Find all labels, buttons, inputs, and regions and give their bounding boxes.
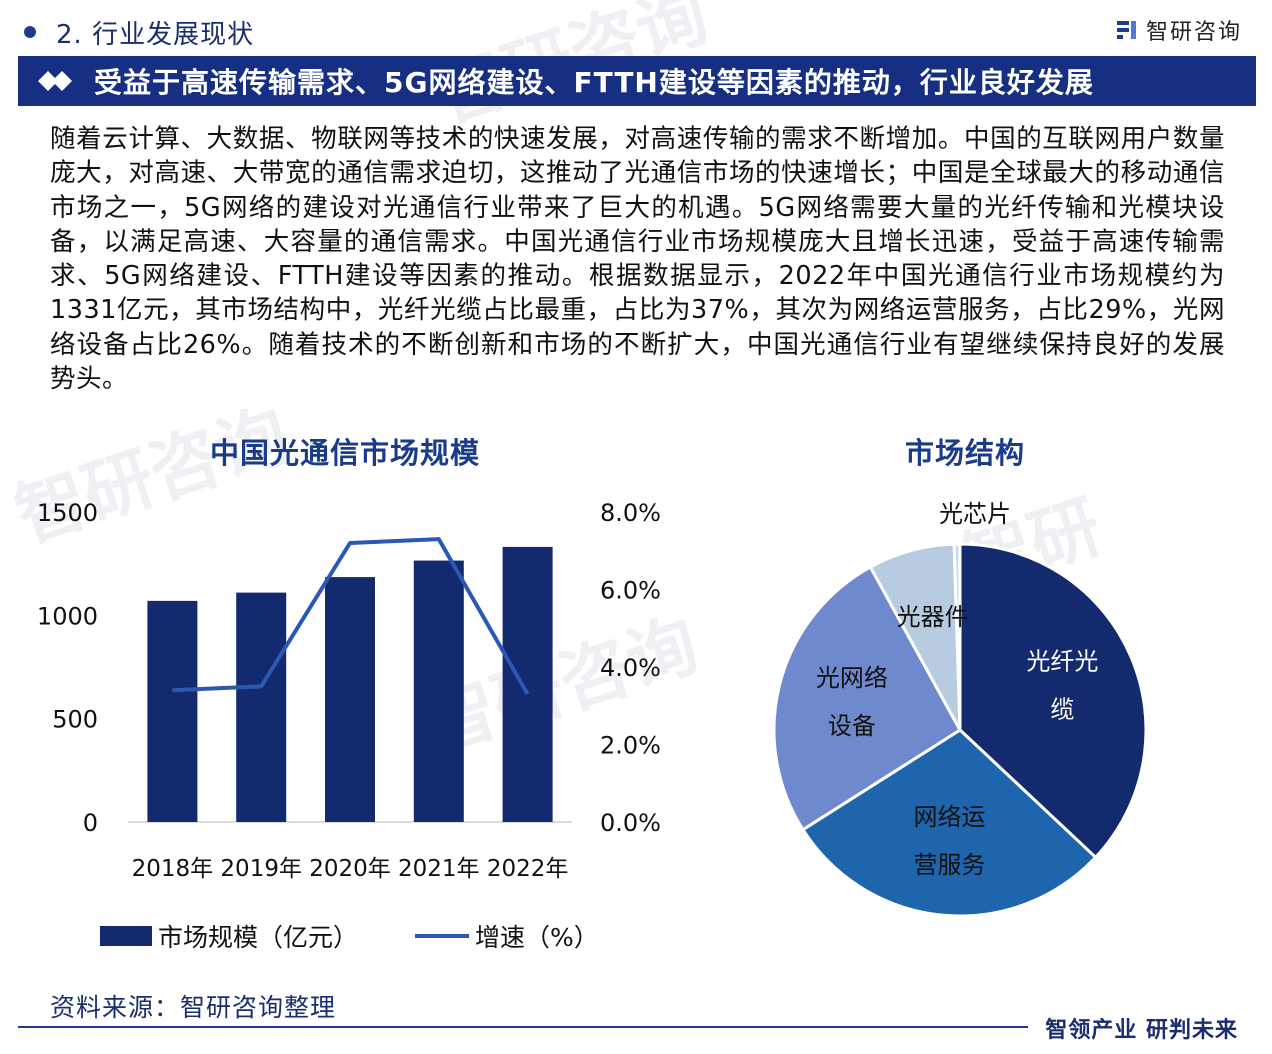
pie-slice [958,542,1148,860]
body-paragraph: 随着云计算、大数据、物联网等技术的快速发展，对高速传输的需求不断增加。中国的互联… [50,124,1225,395]
growth-line [172,537,530,696]
footer-divider [18,1026,1028,1028]
pie-slice-label: 光芯片 [939,500,1011,528]
bar [325,577,375,822]
bar [413,560,464,822]
y-right-tick-label: 0.0% [600,809,661,837]
y-left-tick-label: 1000 [37,602,98,630]
pie-slice [952,542,962,731]
headline-text: 受益于高速传输需求、5G网络建设、FTTH建设等因素的推动，行业良好发展 [94,66,1094,99]
brand-name: 智研咨询 [1145,20,1242,45]
pie-slice [772,564,962,832]
x-tick-label: 2021年 [398,856,480,882]
brand-logo-icon [1116,21,1136,39]
pie-slice-label: 缆 [1050,696,1074,724]
pie-slice-label: 光网络 [816,664,888,692]
pie-chart-title: 市场结构 [905,436,1026,470]
pie-slice-label: 营服务 [913,851,985,879]
bar-chart-title: 中国光通信市场规模 [210,436,481,470]
y-right-tick-label: 8.0% [600,499,661,527]
legend-bar: 市场规模（亿元） [100,918,358,954]
y-right-tick-label: 6.0% [600,577,661,605]
bar [502,546,553,822]
bar [236,592,287,822]
pie-slice-label: 光纤光 [1026,648,1098,676]
pie-slice-label: 设备 [828,712,876,740]
source-note: 资料来源：智研咨询整理 [50,993,337,1022]
pie-slice-label: 网络运 [913,803,985,831]
pie-slice-label: 光器件 [897,603,969,631]
x-tick-label: 2019年 [220,856,302,882]
legend-line-label: 增速（%） [475,923,599,952]
y-left-tick-label: 0 [83,809,98,837]
legend-bar-swatch [100,926,152,946]
x-tick-label: 2020年 [309,856,391,882]
x-tick-label: 2022年 [487,856,569,882]
section-title: 2. 行业发展现状 [56,19,255,50]
x-tick-label: 2018年 [132,856,214,882]
y-left-tick-label: 500 [52,706,98,734]
footer-slogan: 智领产业 研判未来 [1045,1018,1238,1043]
section-header: 2. 行业发展现状 [18,10,254,54]
bar [147,600,198,822]
diamond-icon [38,71,72,91]
y-left-tick-label: 1500 [37,499,98,527]
brand: 智研咨询 [1116,14,1242,46]
pie-slice [800,728,1098,918]
headline-banner: 受益于高速传输需求、5G网络建设、FTTH建设等因素的推动，行业良好发展 [18,56,1256,106]
legend-line: 增速（%） [415,918,599,954]
bullet-dot-icon [24,26,36,38]
y-right-tick-label: 4.0% [600,654,661,682]
y-right-tick-label: 2.0% [600,732,661,760]
legend-bar-label: 市场规模（亿元） [158,923,359,952]
legend-line-swatch [415,934,469,938]
